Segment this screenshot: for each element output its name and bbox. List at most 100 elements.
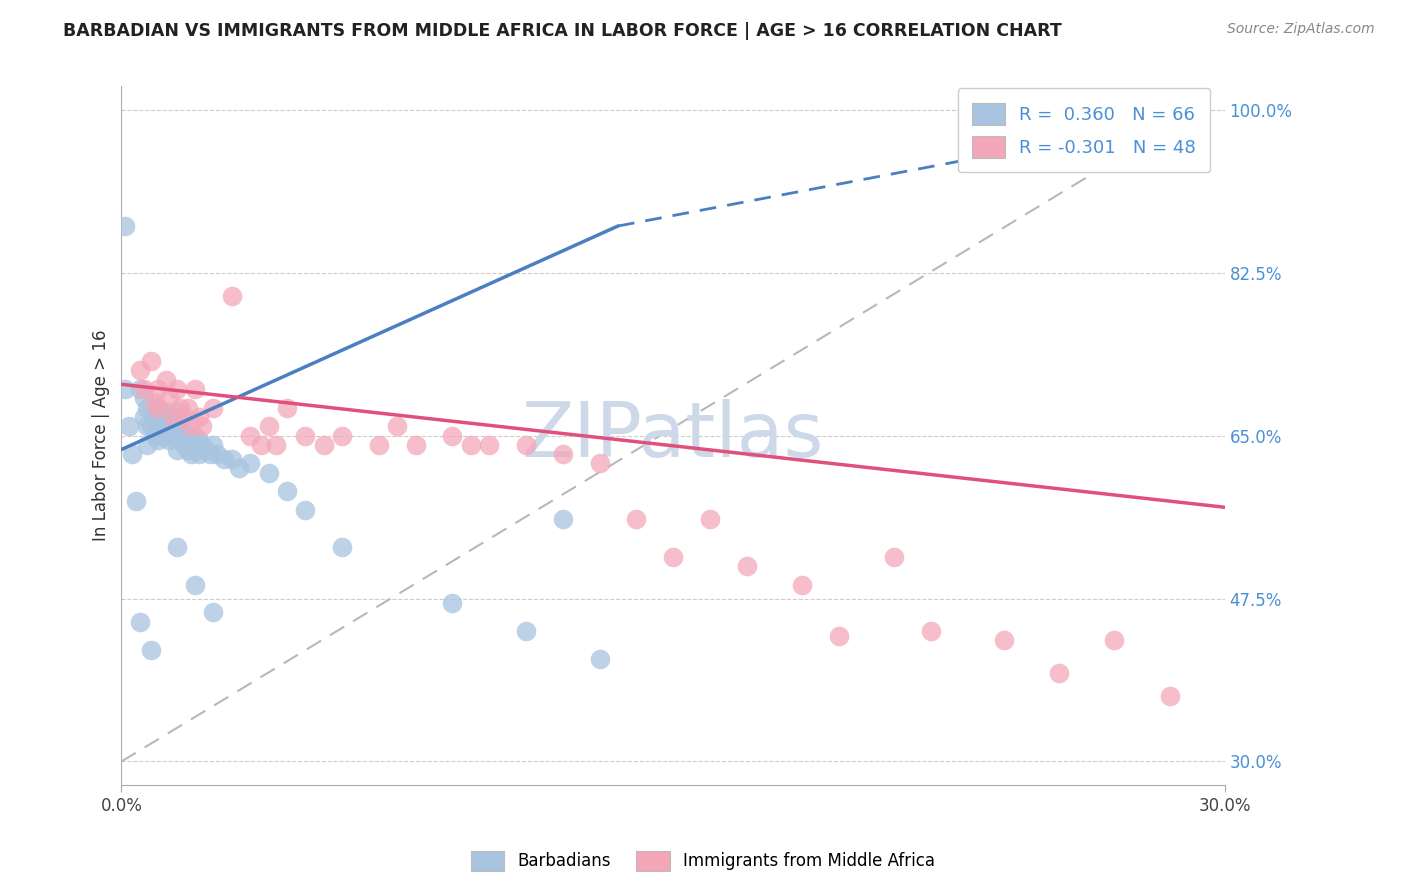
Point <box>221 451 243 466</box>
Point <box>228 461 250 475</box>
Point <box>155 419 177 434</box>
Point <box>588 652 610 666</box>
Point <box>184 442 207 457</box>
Point <box>155 373 177 387</box>
Point <box>132 382 155 396</box>
Point <box>827 629 849 643</box>
Point <box>166 442 188 457</box>
Point <box>187 409 209 424</box>
Point <box>1104 633 1126 648</box>
Point <box>148 401 170 415</box>
Point <box>136 438 159 452</box>
Point <box>180 419 202 434</box>
Point <box>136 401 159 415</box>
Point <box>176 428 198 442</box>
Point <box>121 447 143 461</box>
Point <box>180 447 202 461</box>
Point <box>387 419 409 434</box>
Point <box>162 409 184 424</box>
Point <box>330 428 353 442</box>
Point <box>1159 690 1181 704</box>
Point <box>173 409 195 424</box>
Point <box>626 512 648 526</box>
Legend: R =  0.360   N = 66, R = -0.301   N = 48: R = 0.360 N = 66, R = -0.301 N = 48 <box>957 88 1211 172</box>
Text: ZIPatlas: ZIPatlas <box>522 399 824 473</box>
Point <box>166 415 188 429</box>
Point <box>790 577 813 591</box>
Point <box>150 428 173 442</box>
Point <box>551 447 574 461</box>
Point <box>920 624 942 639</box>
Point <box>330 541 353 555</box>
Point <box>883 549 905 564</box>
Point <box>276 484 298 499</box>
Point <box>588 457 610 471</box>
Point <box>367 438 389 452</box>
Point <box>478 438 501 452</box>
Point <box>155 428 177 442</box>
Point <box>250 438 273 452</box>
Point <box>176 442 198 457</box>
Point <box>139 354 162 368</box>
Point <box>699 512 721 526</box>
Point <box>221 289 243 303</box>
Point <box>202 606 225 620</box>
Point <box>169 401 191 415</box>
Point <box>157 419 180 434</box>
Point <box>198 447 221 461</box>
Point <box>128 615 150 629</box>
Point <box>148 382 170 396</box>
Point <box>1047 665 1070 680</box>
Point <box>114 382 136 396</box>
Point <box>735 558 758 573</box>
Point <box>312 438 335 452</box>
Point <box>294 428 316 442</box>
Point <box>114 219 136 233</box>
Point <box>173 424 195 438</box>
Point <box>166 541 188 555</box>
Point <box>202 401 225 415</box>
Point <box>166 405 188 419</box>
Point <box>191 438 214 452</box>
Point <box>257 466 280 480</box>
Point <box>276 401 298 415</box>
Point <box>162 428 184 442</box>
Legend: Barbadians, Immigrants from Middle Africa: Barbadians, Immigrants from Middle Afric… <box>463 842 943 880</box>
Point <box>184 382 207 396</box>
Point <box>148 409 170 424</box>
Point <box>191 419 214 434</box>
Point <box>187 434 209 448</box>
Point <box>515 624 537 639</box>
Text: Source: ZipAtlas.com: Source: ZipAtlas.com <box>1227 22 1375 37</box>
Point <box>162 415 184 429</box>
Point <box>143 409 166 424</box>
Point <box>662 549 685 564</box>
Point <box>166 428 188 442</box>
Point <box>148 419 170 434</box>
Point <box>157 434 180 448</box>
Point <box>239 457 262 471</box>
Point <box>239 428 262 442</box>
Point <box>157 392 180 406</box>
Point <box>180 434 202 448</box>
Point <box>118 419 141 434</box>
Point <box>128 363 150 377</box>
Point <box>169 434 191 448</box>
Point <box>294 503 316 517</box>
Point <box>136 419 159 434</box>
Point <box>195 442 218 457</box>
Point <box>157 409 180 424</box>
Point <box>460 438 482 452</box>
Point <box>993 633 1015 648</box>
Point <box>214 451 236 466</box>
Point <box>169 419 191 434</box>
Point <box>205 447 228 461</box>
Point <box>132 409 155 424</box>
Point <box>176 401 198 415</box>
Point <box>187 447 209 461</box>
Point <box>184 428 207 442</box>
Point <box>551 512 574 526</box>
Point <box>257 419 280 434</box>
Point <box>264 438 287 452</box>
Point <box>148 401 170 415</box>
